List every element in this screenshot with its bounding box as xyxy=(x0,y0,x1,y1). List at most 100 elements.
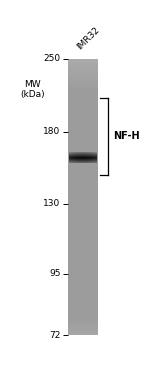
Bar xyxy=(68,299,98,300)
Bar xyxy=(68,107,98,108)
Bar xyxy=(68,184,98,185)
Bar xyxy=(68,248,98,250)
Bar xyxy=(68,187,98,188)
Bar xyxy=(68,263,98,264)
Bar xyxy=(68,207,98,208)
Bar xyxy=(68,124,98,125)
Bar xyxy=(68,293,98,294)
Bar xyxy=(68,74,98,75)
Bar xyxy=(68,60,98,61)
Bar xyxy=(68,150,98,151)
Bar xyxy=(68,266,98,267)
Bar xyxy=(68,286,98,287)
Bar xyxy=(68,247,98,248)
Bar xyxy=(68,214,98,215)
Bar xyxy=(68,118,98,119)
Bar xyxy=(68,310,98,311)
Bar xyxy=(68,111,98,112)
Bar xyxy=(68,220,98,221)
Bar xyxy=(68,90,98,91)
Bar xyxy=(68,117,98,118)
Bar xyxy=(68,302,98,303)
Bar xyxy=(68,143,98,144)
Bar xyxy=(68,219,98,220)
Bar xyxy=(68,252,98,253)
Bar xyxy=(68,296,98,297)
Bar xyxy=(68,303,98,304)
Bar xyxy=(68,162,98,163)
Bar xyxy=(68,291,98,292)
Bar xyxy=(68,199,98,200)
Text: 250: 250 xyxy=(44,54,61,63)
Bar xyxy=(68,195,98,196)
Bar xyxy=(68,82,98,83)
Bar xyxy=(68,231,98,232)
Bar xyxy=(68,265,98,266)
Bar xyxy=(68,285,98,286)
Bar xyxy=(68,222,98,223)
Bar xyxy=(68,240,98,241)
Bar xyxy=(68,152,98,153)
Bar xyxy=(68,215,98,216)
Bar xyxy=(68,101,98,102)
Bar xyxy=(68,181,98,182)
Bar xyxy=(68,196,98,197)
Bar xyxy=(68,116,98,117)
Bar xyxy=(68,279,98,280)
Bar xyxy=(68,91,98,92)
Bar xyxy=(68,205,98,206)
Bar xyxy=(68,211,98,212)
Bar xyxy=(68,83,98,84)
Bar xyxy=(68,171,98,172)
Bar xyxy=(68,149,98,150)
Bar xyxy=(68,119,98,120)
Bar xyxy=(68,172,98,173)
Bar xyxy=(68,85,98,87)
Bar xyxy=(68,73,98,74)
Bar xyxy=(68,301,98,302)
Bar xyxy=(68,161,98,162)
Bar xyxy=(68,183,98,184)
Bar xyxy=(68,213,98,214)
Bar xyxy=(68,212,98,213)
Bar xyxy=(68,322,98,323)
Bar xyxy=(68,69,98,70)
Bar xyxy=(68,122,98,123)
Bar xyxy=(68,71,98,72)
Bar xyxy=(68,68,98,69)
Bar xyxy=(68,217,98,218)
Bar xyxy=(68,77,98,78)
Bar xyxy=(68,206,98,207)
Bar xyxy=(68,134,98,135)
Bar xyxy=(68,81,98,82)
Bar xyxy=(68,333,98,334)
Bar xyxy=(68,317,98,319)
Bar xyxy=(68,106,98,107)
Bar xyxy=(68,223,98,225)
Bar xyxy=(68,276,98,277)
Bar xyxy=(68,138,98,139)
Bar xyxy=(68,136,98,137)
Bar xyxy=(68,319,98,320)
Bar xyxy=(68,278,98,279)
Bar xyxy=(68,114,98,115)
Bar xyxy=(68,237,98,238)
Bar xyxy=(68,307,98,308)
Bar xyxy=(68,70,98,71)
Bar xyxy=(68,127,98,128)
Bar xyxy=(68,193,98,194)
Bar xyxy=(68,328,98,329)
Bar xyxy=(68,283,98,284)
Bar xyxy=(68,273,98,274)
Bar xyxy=(68,241,98,242)
Bar xyxy=(68,148,98,149)
Bar xyxy=(68,230,98,231)
Bar xyxy=(68,330,98,332)
Bar xyxy=(68,192,98,193)
Bar xyxy=(68,79,98,80)
Bar xyxy=(68,315,98,316)
Bar xyxy=(68,294,98,296)
Text: 180: 180 xyxy=(43,127,61,136)
Bar xyxy=(68,180,98,181)
Bar xyxy=(68,300,98,301)
